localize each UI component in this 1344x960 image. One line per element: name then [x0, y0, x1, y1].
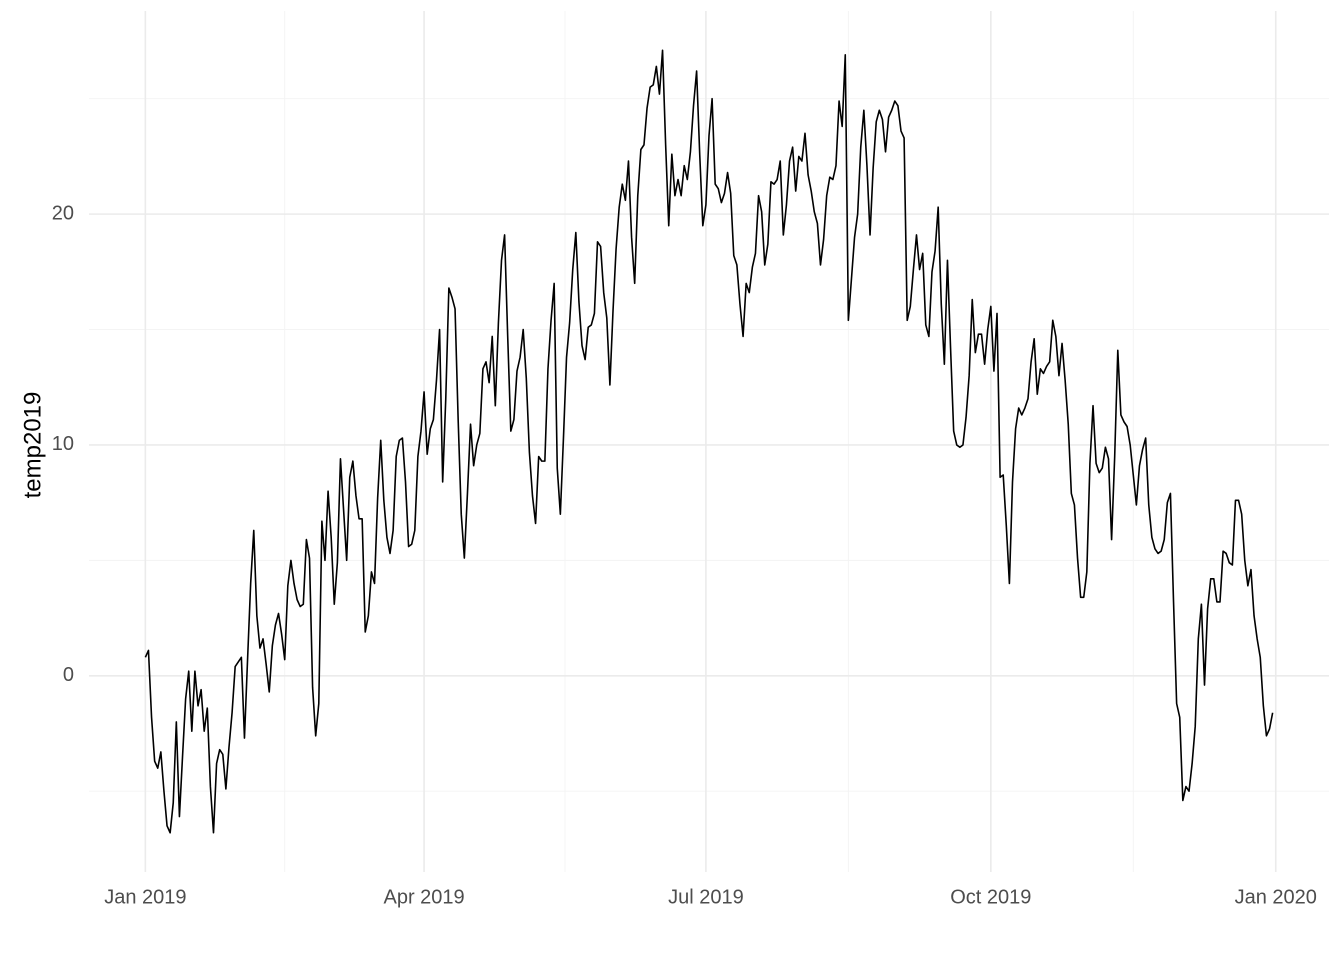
data-line	[144, 49, 1274, 834]
x-tick-label: Apr 2019	[383, 886, 464, 908]
y-tick-label: 20	[52, 202, 74, 224]
x-tick-label: Jul 2019	[668, 886, 744, 908]
y-axis-title: temp2019	[19, 392, 46, 499]
x-tick-label: Oct 2019	[950, 886, 1031, 908]
y-tick-label: 10	[52, 433, 74, 455]
x-tick-label: Jan 2019	[104, 886, 186, 908]
y-tick-label: 0	[63, 664, 74, 686]
x-tick-label: Jan 2020	[1235, 886, 1317, 908]
